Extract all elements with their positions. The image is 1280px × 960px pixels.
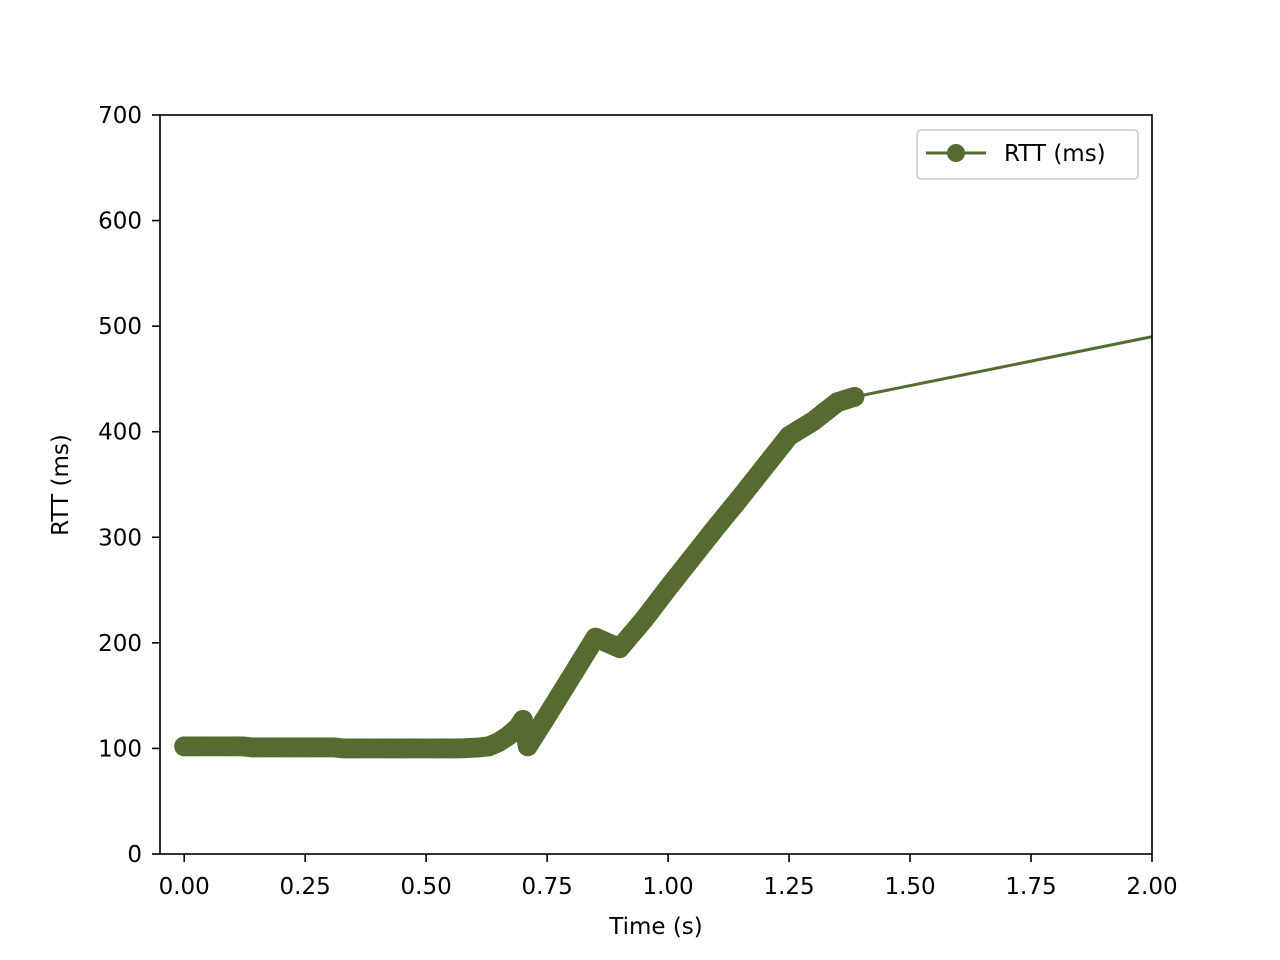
x-tick-label: 1.00	[642, 874, 693, 900]
y-axis-ticks: 0 100 200 300 400 500 600 700	[98, 103, 160, 868]
x-axis-label: Time (s)	[608, 914, 703, 940]
x-tick-label: 0.50	[401, 874, 452, 900]
y-tick-label: 100	[98, 736, 142, 762]
y-axis-label: RTT (ms)	[48, 434, 74, 536]
data-point	[844, 386, 865, 407]
plot-frame	[159, 114, 1153, 855]
x-tick-label: 2.00	[1126, 874, 1177, 900]
x-tick-label: 1.50	[884, 874, 935, 900]
y-tick-label: 600	[98, 209, 142, 235]
y-tick-label: 300	[98, 525, 142, 551]
y-tick-label: 0	[127, 842, 142, 868]
legend-box	[916, 129, 1139, 180]
y-tick-label: 200	[98, 631, 142, 657]
x-tick-label: 1.75	[1005, 874, 1056, 900]
x-tick-label: 0.00	[159, 874, 210, 900]
x-axis-ticks: 0.00 0.25 0.50 0.75 1.00 1.25 1.50 1.75 2.00	[159, 854, 1178, 900]
legend-label: RTT (ms)	[1004, 141, 1106, 167]
x-tick-label: 0.75	[522, 874, 573, 900]
series-layer	[174, 335, 1152, 759]
legend: RTT (ms)	[916, 129, 1139, 180]
legend-marker-swatch	[947, 144, 965, 162]
y-tick-label: 500	[98, 314, 142, 340]
x-tick-label: 0.25	[280, 874, 331, 900]
y-tick-label: 400	[98, 420, 142, 446]
y-tick-label: 700	[98, 103, 142, 129]
series-markers	[174, 386, 865, 759]
x-tick-label: 1.25	[763, 874, 814, 900]
